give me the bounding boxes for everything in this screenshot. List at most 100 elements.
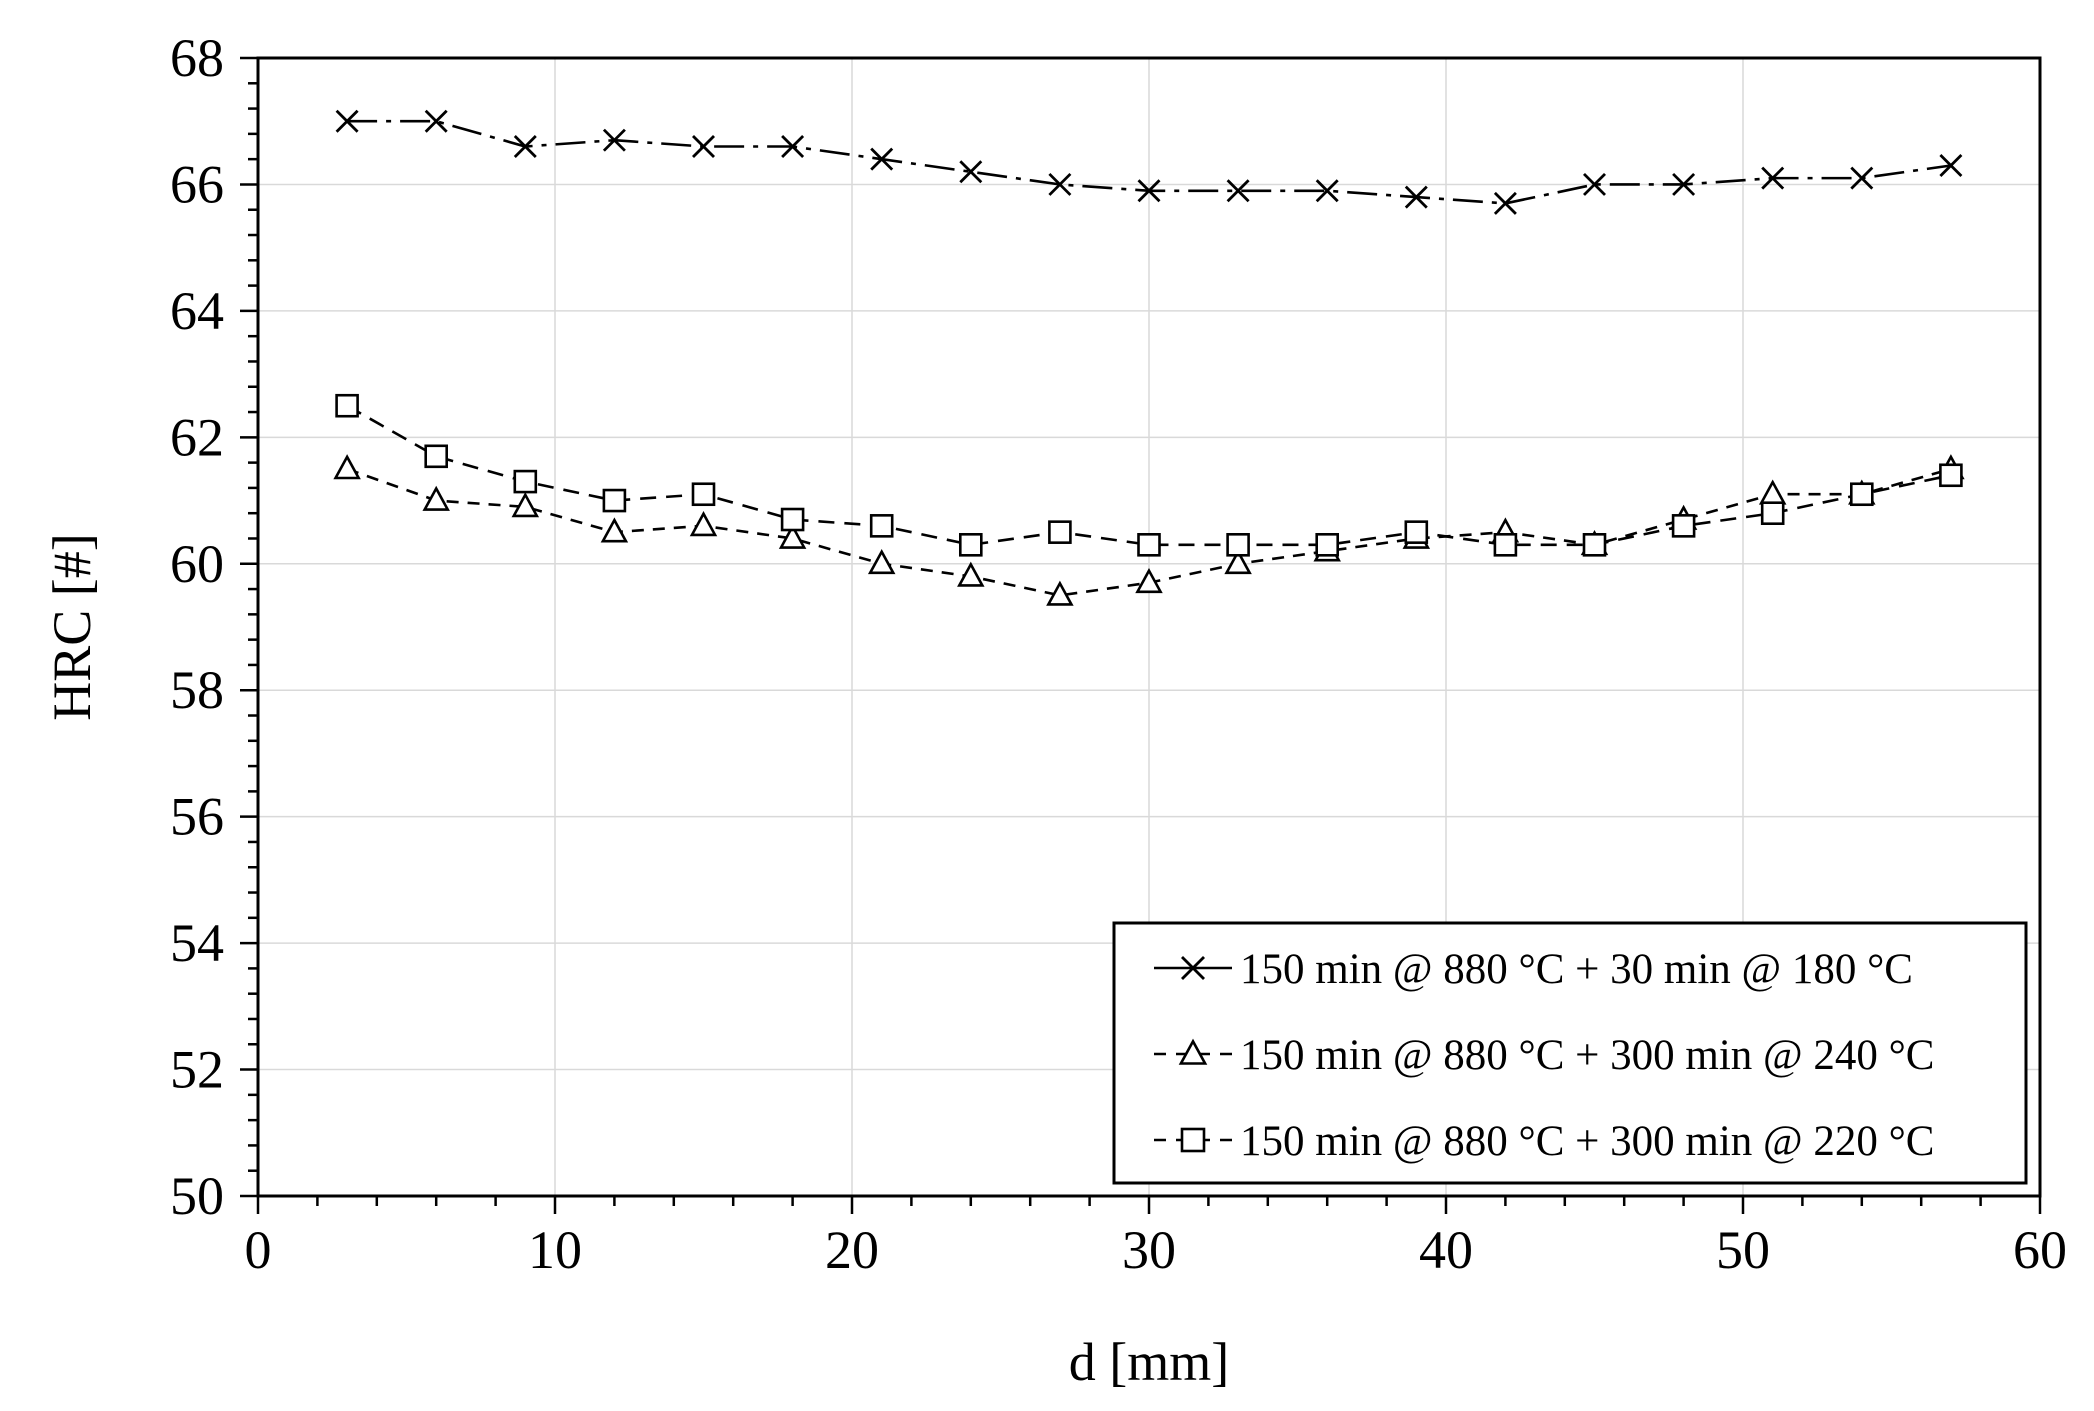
x-axis-title: d [mm] (1069, 1332, 1229, 1392)
x-marker-stroke (1315, 179, 1339, 203)
series-3-point (602, 488, 627, 513)
series-1-point (1761, 166, 1785, 190)
series-3 (335, 393, 1963, 557)
series-3-point (1939, 463, 1963, 488)
x-marker-stroke (602, 128, 626, 152)
x-marker-stroke (1672, 172, 1696, 196)
series-1-point (1850, 166, 1874, 190)
x-marker-stroke (959, 160, 983, 184)
x-marker-stroke (335, 109, 359, 133)
x-marker-stroke (781, 135, 805, 159)
x-marker-stroke (1939, 153, 1963, 177)
legend-marker (1181, 956, 1205, 980)
x-marker-stroke (1850, 166, 1874, 190)
legend-entry-2: 150 min @ 880 °C + 300 min @ 240 °C (1154, 1032, 1935, 1079)
legend-entry-3: 150 min @ 880 °C + 300 min @ 220 °C (1154, 1118, 1935, 1165)
series-1-point (870, 147, 894, 171)
tick-labels: 0 10 20 30 40 50 60 50 52 54 56 58 60 62 64 66 68 (170, 28, 2067, 1280)
series-2-point (511, 492, 540, 518)
series-1-point (424, 109, 448, 133)
x-marker-stroke (870, 147, 894, 171)
x-marker-stroke (1761, 166, 1785, 190)
x-tick-label: 20 (825, 1220, 879, 1280)
series-3-point (424, 444, 449, 469)
series-2-point (333, 454, 361, 480)
x-marker-stroke (692, 135, 715, 159)
series-1-point (1137, 179, 1161, 203)
series-3-point (1760, 501, 1785, 526)
x-marker-stroke (1226, 179, 1250, 203)
x-marker-stroke (1583, 172, 1606, 196)
series-1-point (692, 135, 715, 159)
series-2-point (1224, 548, 1252, 575)
x-marker-stroke (1137, 179, 1161, 203)
y-tick-label: 66 (170, 154, 224, 214)
x-tick-label: 0 (245, 1220, 272, 1280)
y-tick-label: 50 (170, 1166, 224, 1226)
series-1-point (1493, 191, 1517, 215)
y-tick-label: 54 (170, 913, 224, 973)
legend-marker (1178, 1038, 1208, 1065)
legend-entries: 150 min @ 880 °C + 30 min @ 180 °C 150 mi… (1154, 946, 1935, 1165)
x-tick-label: 30 (1122, 1220, 1176, 1280)
series-3-point (869, 514, 894, 538)
axis-ticks (240, 56, 2042, 1214)
legend-label: 150 min @ 880 °C + 300 min @ 240 °C (1240, 1032, 1935, 1079)
series-3-point (1493, 533, 1518, 557)
y-tick-label: 68 (170, 28, 224, 88)
x-tick-label: 50 (1716, 1220, 1770, 1280)
series-3-point (1671, 514, 1696, 538)
series-1-point (1404, 185, 1428, 209)
data-series (333, 109, 1965, 606)
x-tick-label: 40 (1419, 1220, 1473, 1280)
series-3-point (1404, 520, 1429, 544)
series-3-point (1137, 533, 1161, 557)
series-2-point (1758, 479, 1787, 505)
series-1-point (513, 135, 537, 159)
legend: 150 min @ 880 °C + 30 min @ 180 °C 150 mi… (1112, 921, 2028, 1185)
x-marker-stroke (1181, 956, 1205, 980)
y-tick-label: 56 (170, 787, 224, 847)
series-1-point (1583, 172, 1606, 196)
series-1-point (1226, 179, 1250, 203)
legend-marker (1180, 1127, 1206, 1153)
series-1-point (781, 135, 805, 159)
series-3-point (1850, 482, 1874, 507)
series-1 (335, 109, 1963, 215)
series-2-point (1135, 567, 1163, 594)
legend-box (1112, 921, 2028, 1185)
series-3-point (513, 469, 538, 494)
x-marker-stroke (1048, 172, 1072, 196)
series-1-point (1939, 153, 1963, 177)
series-3-point (1582, 533, 1607, 557)
series-3-point (335, 393, 359, 418)
series-1-point (1672, 172, 1696, 196)
series-2-point (867, 548, 896, 575)
series-2-point (600, 517, 629, 543)
series-1-point (1048, 172, 1072, 196)
series-1-point (335, 109, 359, 133)
series-1-point (1315, 179, 1339, 203)
y-axis-title: HRC [#] (42, 533, 102, 721)
y-tick-label: 62 (170, 407, 224, 467)
series-2-point (957, 561, 985, 587)
legend-label: 150 min @ 880 °C + 300 min @ 220 °C (1240, 1118, 1935, 1165)
series-3-point (1226, 533, 1250, 557)
series-1-point (959, 160, 983, 184)
plot-frame (256, 56, 2042, 1198)
x-marker-stroke (424, 109, 448, 133)
y-tick-label: 64 (170, 281, 224, 341)
legend-entry-1: 150 min @ 880 °C + 30 min @ 180 °C (1154, 946, 1913, 993)
y-tick-label: 60 (170, 534, 224, 594)
series-2-point (1046, 580, 1074, 606)
series-2-point (778, 523, 807, 549)
series-3-point (1048, 520, 1072, 544)
y-tick-label: 58 (170, 660, 224, 720)
series-2-point (422, 485, 450, 511)
x-marker-stroke (513, 135, 537, 159)
legend-label: 150 min @ 880 °C + 30 min @ 180 °C (1240, 946, 1913, 993)
y-tick-label: 52 (170, 1040, 224, 1100)
series-3-point (1315, 533, 1339, 557)
